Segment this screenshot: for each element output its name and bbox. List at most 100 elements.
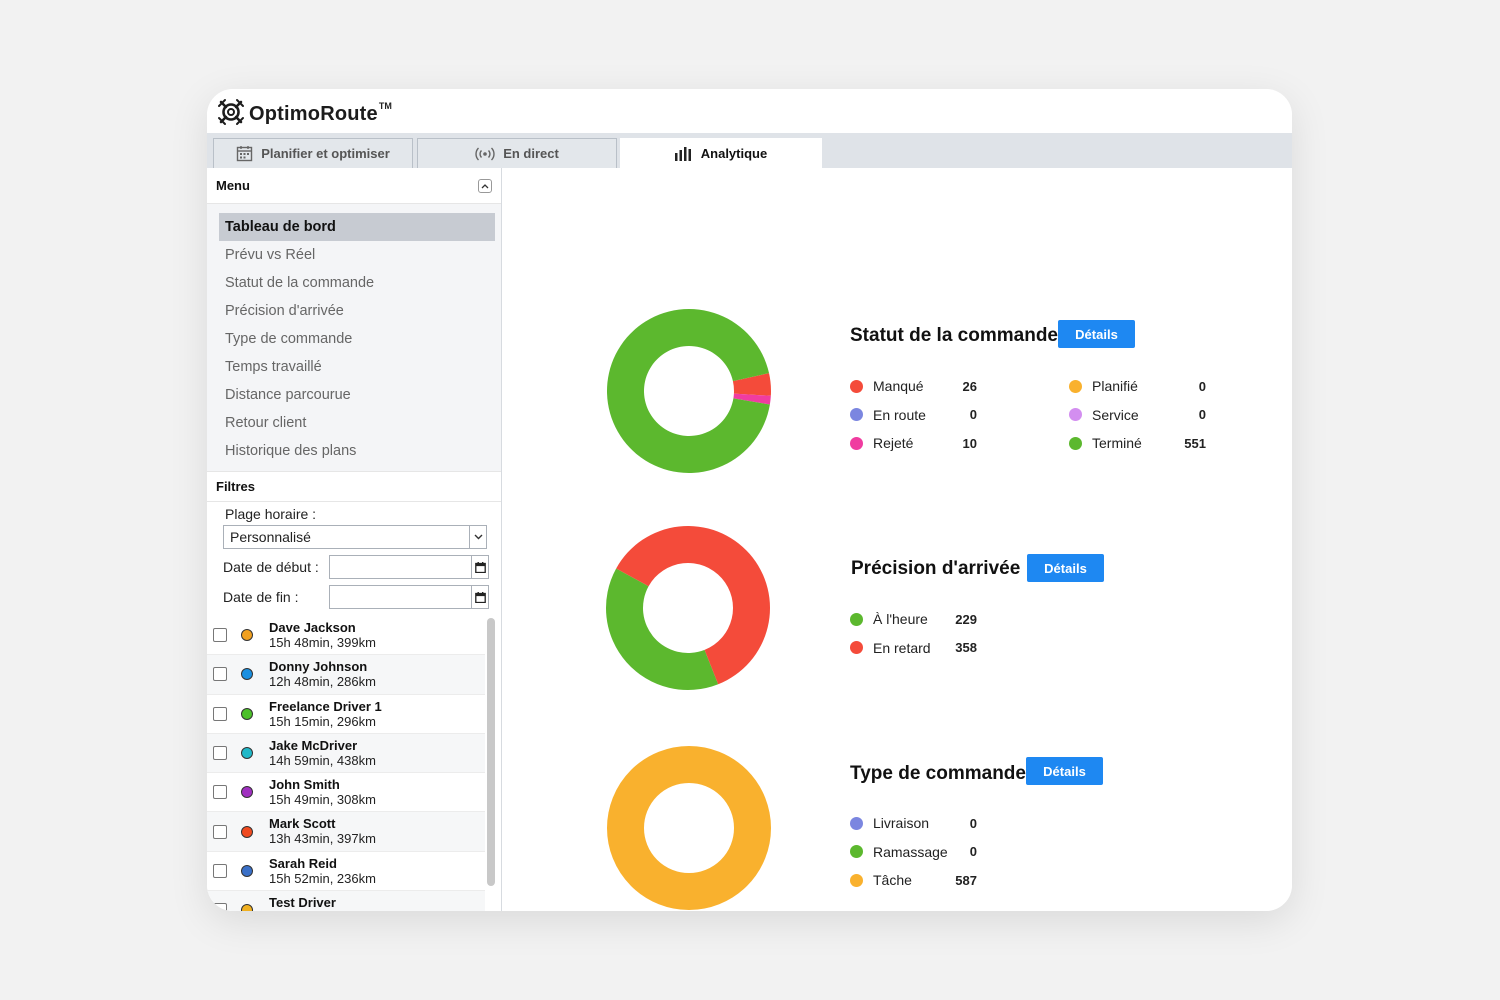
driver-row[interactable]: Dave Jackson 15h 48min, 399km: [207, 616, 485, 656]
legend-item: Service 0: [1069, 405, 1216, 425]
menu-item-historique-plans[interactable]: Historique des plans: [225, 443, 357, 459]
tab-en-direct[interactable]: En direct: [417, 138, 617, 168]
driver-row[interactable]: Test Driver: [207, 891, 485, 911]
driver-row[interactable]: John Smith 15h 49min, 308km: [207, 773, 485, 813]
driver-name: Freelance Driver 1: [269, 698, 382, 714]
time-range-select[interactable]: Personnalisé: [223, 525, 487, 549]
menu-item-distance-parcourue[interactable]: Distance parcourue: [225, 387, 351, 403]
legend-value: 229: [955, 611, 977, 627]
driver-details: 15h 49min, 308km: [269, 792, 376, 808]
donut-slice-en-retard[interactable]: [616, 526, 770, 685]
legend-dot: [1069, 379, 1082, 393]
driver-info: Donny Johnson 12h 48min, 286km: [269, 659, 376, 690]
driver-checkbox[interactable]: [213, 746, 227, 761]
driver-checkbox[interactable]: [213, 863, 227, 878]
donut-slice-rejet-[interactable]: [733, 393, 771, 405]
driver-row[interactable]: Jake McDriver 14h 59min, 438km: [207, 733, 485, 774]
legend-value: 0: [969, 407, 977, 422]
donut-slice-t-che[interactable]: [607, 746, 771, 910]
app-window: OptimoRoute TM Planifier et optimiser En…: [207, 89, 1292, 911]
legend-value: 551: [1184, 435, 1206, 451]
calendar-picker-icon[interactable]: [471, 586, 488, 608]
menu-item-retour-client[interactable]: Retour client: [225, 415, 307, 431]
menu-item-tableau-de-bord[interactable]: Tableau de bord: [219, 213, 495, 241]
legend-item: Planifié 0: [1069, 376, 1216, 396]
start-date-input[interactable]: [329, 555, 489, 579]
end-date-label: Date de fin :: [223, 589, 299, 605]
legend-item: À l'heure 229: [850, 609, 987, 629]
donut-slice-termin-[interactable]: [607, 309, 770, 473]
menu-item-statut-commande[interactable]: Statut de la commande: [225, 275, 375, 291]
driver-checkbox[interactable]: [213, 824, 227, 839]
menu-title: Menu: [216, 178, 250, 193]
driver-name: Donny Johnson: [269, 659, 368, 675]
bar-chart-icon: [674, 146, 693, 161]
logo-trademark: TM: [378, 100, 392, 111]
driver-checkbox[interactable]: [213, 785, 227, 800]
driver-name: Dave Jackson: [269, 620, 356, 635]
donut-slice-manqu-[interactable]: [732, 373, 771, 396]
driver-info: Mark Scott 13h 43min, 397km: [269, 816, 376, 847]
start-date-row: Date de début :: [223, 555, 489, 579]
filters-panel: Plage horaire : Personnalisé Date de déb…: [207, 502, 501, 609]
driver-list-scrollbar[interactable]: [487, 618, 495, 886]
menu-item-prevu-vs-reel[interactable]: Prévu vs Réel: [225, 247, 316, 263]
legend-dot: [850, 845, 863, 858]
menu-item-type-commande[interactable]: Type de commande: [225, 331, 353, 347]
logo[interactable]: OptimoRoute TM: [217, 98, 392, 131]
legend-value: 26: [962, 378, 977, 394]
legend-dot: [850, 641, 863, 654]
top-bar: OptimoRoute TM: [207, 89, 1292, 133]
driver-row[interactable]: Sarah Reid 15h 52min, 236km: [207, 852, 485, 892]
driver-row[interactable]: Mark Scott 13h 43min, 397km: [207, 812, 485, 852]
details-button[interactable]: Détails: [1027, 554, 1104, 582]
legend-dot: [850, 873, 863, 887]
driver-row[interactable]: Freelance Driver 1 15h 15min, 296km: [207, 695, 485, 734]
legend-dot: [850, 816, 863, 830]
donut-charts: [606, 309, 771, 910]
chart-title: Statut de la commande: [850, 325, 1058, 346]
menu-item-temps-travaille[interactable]: Temps travaillé: [225, 359, 322, 375]
start-date-label: Date de début :: [223, 559, 319, 575]
driver-info: Sarah Reid 15h 52min, 236km: [269, 856, 376, 887]
driver-info: Dave Jackson 15h 48min, 399km: [269, 620, 376, 651]
driver-name: John Smith: [269, 777, 340, 793]
legend-dot: [1069, 408, 1082, 421]
legend-label: À l'heure: [873, 611, 928, 627]
driver-details: 13h 43min, 397km: [269, 831, 376, 847]
legend-label: En route: [873, 406, 926, 423]
driver-checkbox[interactable]: [213, 706, 227, 721]
driver-info: Jake McDriver 14h 59min, 438km: [269, 738, 376, 769]
legend-item: En route 0: [850, 405, 987, 425]
end-date-row: Date de fin :: [223, 585, 489, 609]
driver-row[interactable]: Donny Johnson 12h 48min, 286km: [207, 655, 485, 695]
driver-checkbox[interactable]: [213, 903, 227, 911]
details-button[interactable]: Détails: [1026, 757, 1103, 785]
donut-slice--l-heure[interactable]: [606, 568, 719, 690]
time-range-label: Plage horaire :: [225, 506, 317, 522]
end-date-input[interactable]: [329, 585, 489, 609]
collapse-button[interactable]: [478, 178, 492, 193]
legend-value: 0: [1198, 378, 1206, 394]
legend-value: 0: [969, 815, 977, 831]
tab-planifier-label: Planifier et optimiser: [261, 146, 390, 161]
driver-checkbox[interactable]: [213, 628, 227, 643]
legend-value: 358: [955, 640, 977, 655]
tab-analytique[interactable]: Analytique: [620, 138, 822, 168]
filters-header: Filtres: [207, 472, 501, 502]
legend-item: Terminé 551: [1069, 433, 1216, 453]
driver-checkbox[interactable]: [213, 667, 227, 682]
tab-planifier[interactable]: Planifier et optimiser: [213, 138, 413, 168]
logo-text: OptimoRoute: [249, 103, 378, 125]
legend-label: Manqué: [873, 378, 924, 394]
menu-list: Tableau de bord Prévu vs Réel Statut de …: [207, 204, 501, 472]
legend-dot: [850, 379, 863, 393]
driver-list: Dave Jackson 15h 48min, 399km Donny Johnso…: [207, 616, 497, 911]
legend-label: Ramassage: [873, 843, 948, 860]
sidebar: Menu Tableau de bord Prévu vs Réel Statu…: [207, 168, 502, 911]
details-button[interactable]: Détails: [1058, 320, 1135, 348]
driver-name: Test Driver: [269, 895, 336, 911]
menu-item-precision-arrivee[interactable]: Précision d'arrivée: [225, 303, 344, 319]
calendar-picker-icon[interactable]: [471, 556, 488, 578]
driver-color-dot: [241, 825, 253, 838]
